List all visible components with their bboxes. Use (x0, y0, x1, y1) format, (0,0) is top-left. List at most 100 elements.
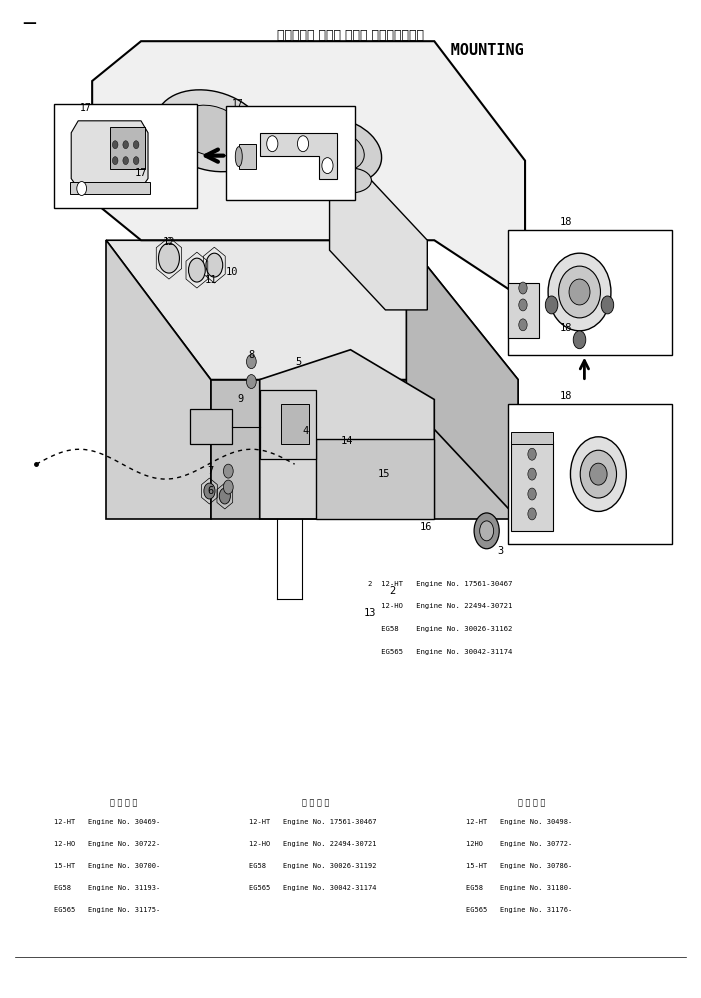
Ellipse shape (590, 463, 607, 485)
Circle shape (112, 141, 118, 149)
Text: 3: 3 (498, 546, 504, 556)
Text: EG58    Engine No. 31180-: EG58 Engine No. 31180- (465, 885, 572, 891)
Text: 18: 18 (559, 391, 572, 401)
Text: 15: 15 (378, 469, 390, 479)
Ellipse shape (580, 450, 616, 498)
Circle shape (219, 488, 231, 504)
Bar (109, 127, 144, 169)
Circle shape (247, 354, 257, 368)
Circle shape (224, 480, 233, 494)
Circle shape (123, 141, 128, 149)
Circle shape (204, 483, 215, 499)
Text: 16: 16 (420, 522, 432, 532)
Circle shape (247, 374, 257, 388)
Circle shape (224, 464, 233, 478)
Text: 12-HT   Engine No. 30469-: 12-HT Engine No. 30469- (54, 819, 160, 825)
Circle shape (573, 330, 586, 348)
Circle shape (479, 521, 494, 541)
Ellipse shape (292, 118, 381, 184)
Text: 適 用 号 機: 適 用 号 機 (302, 798, 329, 807)
Polygon shape (92, 41, 525, 300)
Text: 9: 9 (238, 394, 244, 404)
Text: 適 用 号 機: 適 用 号 機 (519, 798, 545, 807)
Ellipse shape (176, 105, 245, 157)
Text: 17: 17 (80, 103, 91, 113)
Text: 7: 7 (207, 466, 214, 476)
Polygon shape (106, 241, 211, 519)
Text: 適 用 号 機: 適 用 号 機 (110, 798, 137, 807)
Circle shape (545, 296, 558, 314)
Bar (280, 404, 308, 444)
Text: 12-HT   Engine No. 17561-30467: 12-HT Engine No. 17561-30467 (250, 819, 376, 825)
Circle shape (519, 299, 527, 311)
Text: 2  12-HT   Engine No. 17561-30467: 2 12-HT Engine No. 17561-30467 (368, 581, 512, 587)
Circle shape (322, 158, 333, 174)
Polygon shape (407, 241, 518, 519)
Text: セーフティ リレー および マウンティング: セーフティ リレー および マウンティング (277, 29, 424, 42)
Circle shape (189, 258, 205, 282)
Bar (508, 404, 672, 544)
Bar (511, 441, 553, 531)
Bar (511, 432, 553, 444)
Polygon shape (72, 121, 148, 189)
Polygon shape (315, 439, 435, 519)
Polygon shape (211, 379, 518, 519)
Circle shape (519, 319, 527, 330)
Circle shape (158, 244, 179, 273)
Circle shape (528, 508, 536, 520)
Text: 5: 5 (295, 356, 301, 366)
Text: EG58    Engine No. 30026-31162: EG58 Engine No. 30026-31162 (368, 627, 512, 633)
Ellipse shape (569, 279, 590, 305)
Bar (508, 231, 672, 354)
Bar (239, 144, 257, 169)
Circle shape (519, 282, 527, 294)
Bar (70, 182, 150, 195)
Circle shape (528, 448, 536, 460)
Bar (226, 106, 355, 201)
Text: 2: 2 (389, 586, 395, 596)
Circle shape (528, 468, 536, 480)
Text: —: — (22, 16, 36, 30)
Text: 14: 14 (341, 436, 353, 446)
Circle shape (112, 157, 118, 165)
Text: 18: 18 (559, 218, 572, 228)
Text: EG58    Engine No. 31193-: EG58 Engine No. 31193- (54, 885, 160, 891)
Ellipse shape (236, 147, 243, 167)
Circle shape (123, 157, 128, 165)
Circle shape (528, 488, 536, 500)
Text: 15-HT   Engine No. 30700-: 15-HT Engine No. 30700- (54, 863, 160, 869)
Text: 10: 10 (226, 267, 238, 277)
Text: 11: 11 (205, 275, 217, 285)
Circle shape (601, 296, 614, 314)
Text: 4: 4 (302, 426, 308, 436)
Ellipse shape (559, 266, 601, 318)
Text: 12-HO   Engine No. 30722-: 12-HO Engine No. 30722- (54, 841, 160, 847)
Text: 8: 8 (248, 349, 254, 359)
Text: EG565   Engine No. 30042-31174: EG565 Engine No. 30042-31174 (250, 885, 376, 891)
Text: FIG. 532  SAFETY RELATY  AND  MOUNTING: FIG. 532 SAFETY RELATY AND MOUNTING (177, 43, 524, 58)
Ellipse shape (571, 437, 626, 511)
Bar (190, 409, 232, 444)
Text: 17: 17 (135, 168, 147, 178)
Text: 15-HT   Engine No. 30786-: 15-HT Engine No. 30786- (465, 863, 572, 869)
Text: 12-HT   Engine No. 30498-: 12-HT Engine No. 30498- (465, 819, 572, 825)
Text: 12-HO   Engine No. 22494-30721: 12-HO Engine No. 22494-30721 (250, 841, 376, 847)
Circle shape (474, 513, 499, 549)
Text: EG565   Engine No. 31175-: EG565 Engine No. 31175- (54, 907, 160, 913)
Text: 12HO    Engine No. 30772-: 12HO Engine No. 30772- (465, 841, 572, 847)
Text: 17: 17 (232, 99, 243, 109)
Circle shape (206, 253, 223, 277)
Text: 6: 6 (207, 486, 214, 496)
Bar (54, 104, 197, 209)
Text: 12: 12 (163, 238, 175, 248)
Circle shape (133, 157, 139, 165)
Polygon shape (106, 241, 518, 379)
Circle shape (77, 182, 86, 196)
Text: 12-HO   Engine No. 22494-30721: 12-HO Engine No. 22494-30721 (368, 604, 512, 610)
Text: 18: 18 (559, 322, 572, 332)
Bar (260, 389, 315, 459)
Circle shape (297, 136, 308, 152)
Ellipse shape (156, 90, 266, 172)
Text: EG58    Engine No. 30026-31192: EG58 Engine No. 30026-31192 (250, 863, 376, 869)
Ellipse shape (329, 168, 372, 193)
